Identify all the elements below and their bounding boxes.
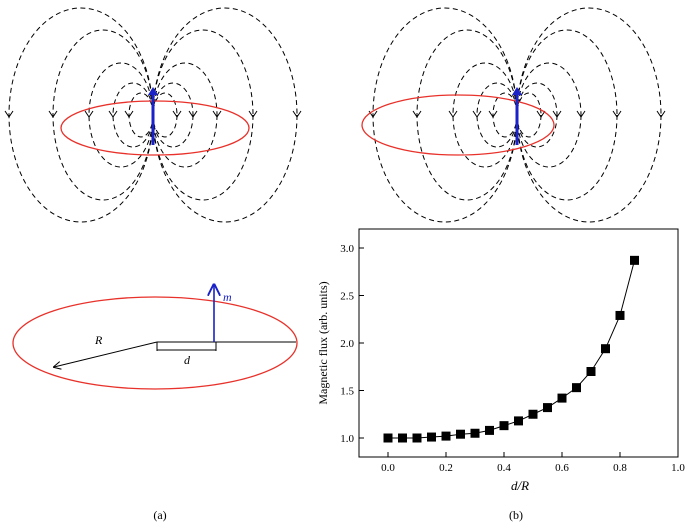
x-tick-label: 0.2 (439, 462, 453, 474)
data-point (441, 431, 451, 441)
field-line (492, 92, 518, 138)
data-point (572, 383, 581, 393)
offset-label: d (184, 353, 191, 367)
y-tick-label: 1.0 (340, 433, 354, 445)
data-point (514, 416, 523, 426)
field-direction-arrow (188, 110, 198, 118)
dipole-arrowhead (512, 87, 522, 95)
current-loop (361, 94, 555, 156)
field-line (88, 62, 154, 168)
x-tick-label: 1.0 (671, 462, 685, 474)
panel-b-caption: (b) (509, 508, 523, 522)
x-tick-label: 0.6 (555, 462, 569, 474)
field-direction-arrow (488, 110, 498, 118)
x-tick-label: 0.8 (613, 462, 627, 474)
radius-arrow (54, 341, 158, 367)
field-line (8, 7, 154, 223)
data-point (427, 432, 436, 442)
dipole-field-diagram-offset (361, 7, 666, 223)
data-point (456, 429, 465, 439)
field-direction-arrow (248, 110, 258, 118)
field-line (516, 29, 618, 201)
field-direction-arrow (84, 110, 94, 118)
field-direction-arrow (212, 110, 222, 118)
y-tick-label: 2.5 (340, 291, 354, 303)
field-direction-arrow (576, 110, 586, 118)
current-loop-ellipse (12, 296, 298, 390)
field-direction-arrow (552, 110, 562, 118)
data-point (630, 255, 639, 265)
field-line (128, 92, 154, 138)
radius-label: R (94, 333, 103, 347)
field-direction-arrow (536, 110, 546, 118)
dipole-field-diagram-centered (4, 7, 302, 223)
panel-a-caption: (a) (153, 508, 166, 522)
field-direction-arrow (4, 110, 14, 118)
field-line (372, 7, 518, 223)
field-line (476, 82, 518, 148)
field-line (152, 62, 218, 168)
field-line (152, 92, 178, 138)
field-direction-arrow (612, 110, 622, 118)
field-direction-arrow (656, 110, 666, 118)
data-point (528, 409, 538, 419)
data-point (499, 421, 509, 431)
field-direction-arrow (172, 110, 182, 118)
x-tick-label: 0.0 (381, 462, 395, 474)
field-direction-arrow (412, 110, 422, 118)
data-point (543, 403, 552, 413)
data-point (398, 433, 407, 443)
geometry-sketch: m R d (12, 285, 298, 390)
data-point (485, 425, 494, 435)
y-axis-label: Magnetic flux (arb. units) (316, 281, 330, 404)
series-line (388, 260, 635, 439)
field-direction-arrow (124, 110, 134, 118)
y-tick-label: 2.0 (340, 338, 354, 350)
field-line (112, 82, 154, 148)
y-tick-label: 1.5 (340, 386, 354, 398)
dipole-arrowhead (148, 87, 158, 95)
y-tick-label: 3.0 (340, 243, 354, 255)
data-point (601, 344, 610, 354)
field-line (516, 82, 558, 148)
data-point (557, 393, 567, 403)
field-line (152, 82, 194, 148)
field-direction-arrow (48, 110, 58, 118)
field-line (52, 29, 154, 201)
data-point (615, 310, 625, 320)
x-axis-label: d/R (511, 478, 529, 493)
field-direction-arrow (108, 110, 118, 118)
field-direction-arrow (472, 110, 482, 118)
field-direction-arrow (448, 110, 458, 118)
field-direction-arrow (292, 110, 302, 118)
current-loop (60, 100, 250, 156)
field-line (516, 62, 582, 168)
field-line (516, 92, 542, 138)
flux-chart: 0.0 0.2 0.4 0.6 0.8 1.0 1.0 1.5 2.0 2.5 3.0 Magnet… (316, 228, 685, 493)
field-line (416, 29, 518, 201)
field-line (516, 7, 662, 223)
x-tick-label: 0.4 (497, 462, 511, 474)
field-line (152, 7, 298, 223)
data-point (383, 433, 393, 443)
data-point (586, 367, 596, 376)
data-point (412, 433, 422, 443)
moment-label: m (223, 290, 232, 304)
data-point (470, 428, 480, 438)
